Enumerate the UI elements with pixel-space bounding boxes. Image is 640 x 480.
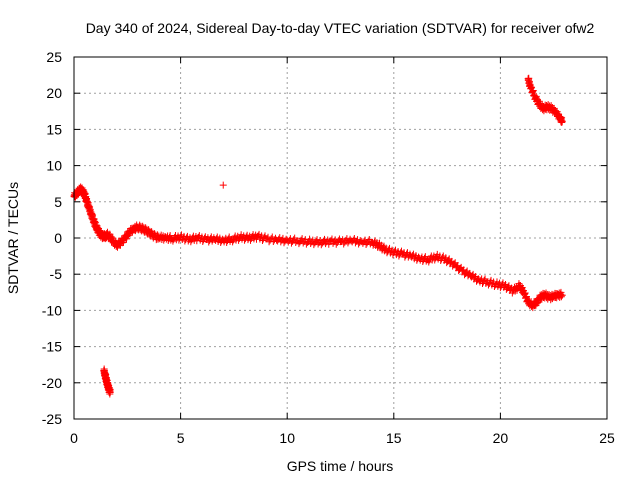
y-tick-label: 25 bbox=[46, 49, 62, 65]
data-points bbox=[70, 74, 566, 398]
main-track-point bbox=[558, 291, 566, 299]
tick-labels: 0 5 10 15 20 25 -25 -20 -15 -10 -5 0 5 10 15 20 25 bbox=[42, 49, 615, 446]
y-tick-label: 10 bbox=[46, 158, 62, 174]
y-tick-label: -10 bbox=[42, 302, 62, 318]
x-tick-label: 15 bbox=[386, 430, 402, 446]
grid-lines bbox=[74, 57, 607, 419]
chart-title: Day 340 of 2024, Sidereal Day-to-day VTE… bbox=[86, 20, 595, 36]
y-tick-label: -20 bbox=[42, 375, 62, 391]
y-tick-label: -25 bbox=[42, 411, 62, 427]
main-track-point bbox=[223, 238, 231, 246]
main-track-point bbox=[318, 239, 326, 247]
main-track-point bbox=[241, 236, 249, 244]
x-tick-label: 10 bbox=[279, 430, 295, 446]
y-tick-label: 15 bbox=[46, 121, 62, 137]
plot-frame bbox=[73, 56, 608, 420]
x-tick-label: 0 bbox=[70, 430, 78, 446]
main-track-point bbox=[341, 238, 349, 246]
y-tick-label: -5 bbox=[50, 266, 63, 282]
main-track-point bbox=[322, 240, 330, 248]
y-tick-label: 5 bbox=[54, 194, 62, 210]
x-tick-label: 20 bbox=[493, 430, 509, 446]
y-tick-label: -15 bbox=[42, 339, 62, 355]
x-tick-label: 5 bbox=[177, 430, 185, 446]
high-segment-point bbox=[558, 117, 566, 125]
x-tick-label: 25 bbox=[599, 430, 615, 446]
main-track-point bbox=[205, 238, 213, 246]
x-axis-label: GPS time / hours bbox=[287, 458, 394, 474]
y-axis-label: SDTVAR / TECUs bbox=[5, 182, 21, 294]
main-track-point bbox=[258, 236, 266, 244]
low-segment-point bbox=[106, 388, 114, 396]
main-track-point bbox=[340, 240, 348, 248]
y-tick-label: 20 bbox=[46, 85, 62, 101]
outlier-point bbox=[219, 181, 227, 189]
main-track-point bbox=[317, 241, 325, 249]
y-tick-label: 0 bbox=[54, 230, 62, 246]
